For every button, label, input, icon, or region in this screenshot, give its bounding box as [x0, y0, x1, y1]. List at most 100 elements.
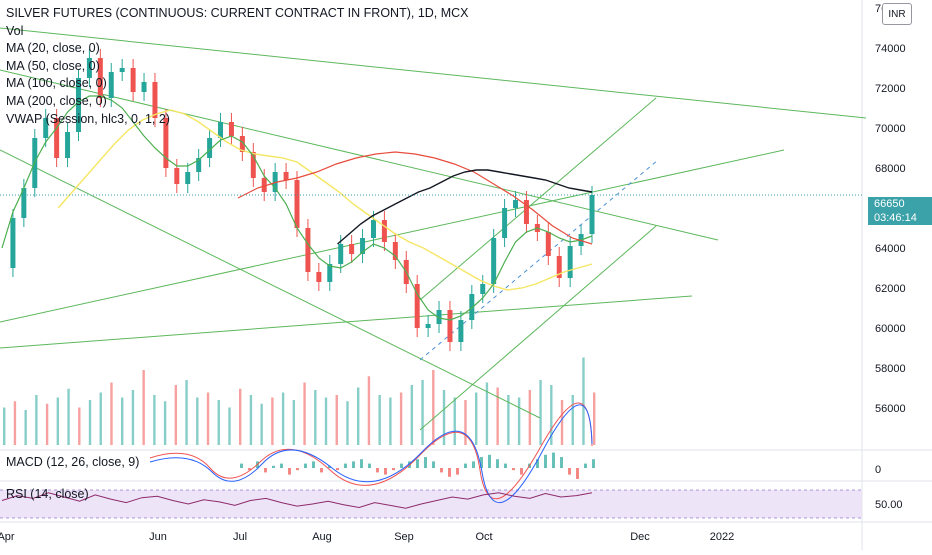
volume-bar [378, 395, 381, 445]
volume-bar [35, 395, 38, 445]
macd-bar [344, 463, 347, 468]
candle-body [152, 82, 158, 118]
price-tick-label: 74000 [875, 43, 906, 55]
volume-bar [153, 395, 156, 445]
volume-bar [99, 392, 102, 445]
candle-body [502, 208, 508, 238]
volume-bar [185, 380, 188, 445]
volume-bar [131, 390, 135, 445]
volume-bar [432, 370, 435, 445]
volume-bar [217, 400, 220, 445]
volume-bar [163, 401, 167, 445]
candle-body [21, 188, 27, 218]
volume-bar [324, 397, 328, 445]
macd-bar [328, 465, 331, 468]
volume-bar [303, 382, 306, 445]
bar-countdown-tag: 03:46:14 [868, 211, 932, 225]
volume-bar [367, 376, 371, 445]
price-tick-label: 58000 [875, 363, 906, 375]
candle-body [392, 242, 398, 260]
macd-bar [296, 468, 299, 471]
candle-body [469, 294, 475, 320]
chart-legend: SILVER FUTURES (CONTINUOUS: CURRENT CONT… [6, 5, 469, 128]
volume-bar [3, 407, 6, 445]
candle-body [54, 118, 60, 158]
currency-badge[interactable]: INR [882, 3, 912, 25]
volume-bar [421, 380, 424, 445]
rsi-tick-label: 50.00 [875, 499, 903, 511]
volume-bar [560, 400, 564, 445]
macd-signal-line [149, 402, 593, 500]
volume-bar [442, 390, 446, 445]
volume-bar [357, 387, 360, 445]
candle-body [261, 178, 267, 192]
candle-body [523, 200, 529, 224]
candle-body [163, 118, 169, 168]
volume-bar [517, 397, 521, 445]
candle-body [305, 228, 311, 272]
volume-bar [571, 395, 574, 445]
candle-body [327, 264, 333, 282]
volume-bar [335, 395, 338, 445]
legend-vol[interactable]: Vol [6, 23, 24, 38]
macd-bar [472, 461, 475, 468]
macd-bar [456, 468, 459, 475]
candle-body [86, 58, 92, 78]
volume-bars [3, 357, 596, 445]
last-price-tag: 66650 [868, 197, 932, 211]
trend-lines[interactable] [0, 27, 867, 431]
rsi-band [0, 490, 862, 518]
volume-bar [271, 397, 274, 445]
macd-bar [544, 454, 547, 468]
candle-body [75, 78, 81, 132]
legend-ma200[interactable]: MA (200, close, 0) [6, 93, 107, 108]
volume-bar [528, 390, 532, 445]
macd-bar [504, 463, 507, 468]
candle-body [141, 82, 147, 92]
trendline-support [0, 295, 693, 349]
volume-bar [399, 392, 403, 445]
candle-body [207, 138, 213, 158]
price-tick-label: 72000 [875, 83, 906, 95]
volume-bar [67, 388, 70, 445]
macd-histogram [149, 402, 595, 504]
candle-body [174, 168, 180, 184]
macd-bar [392, 468, 395, 471]
volume-bar [45, 403, 49, 445]
symbol-title[interactable]: SILVER FUTURES (CONTINUOUS: CURRENT CONT… [6, 6, 469, 20]
candle-body [425, 324, 431, 328]
rsi-label[interactable]: RSI (14, close) [6, 487, 89, 501]
legend-ma100[interactable]: MA (100, close, 0) [6, 76, 107, 91]
candle-body [272, 172, 278, 192]
macd-label[interactable]: MACD (12, 26, close, 9) [6, 455, 140, 469]
candle-body [250, 152, 256, 178]
candle-body [447, 310, 453, 342]
volume-bar [389, 397, 392, 445]
macd-bar [488, 454, 491, 468]
time-tick-label: Oct [475, 531, 492, 543]
volume-bar [88, 400, 92, 445]
legend-ma20[interactable]: MA (20, close, 0) [6, 41, 100, 56]
macd-bar [520, 468, 523, 475]
legend-vwap[interactable]: VWAP (Session, hlc3, 0, 1, 2) [6, 111, 170, 126]
volume-bar [539, 380, 542, 445]
time-tick-label: Apr [0, 531, 15, 543]
time-tick-label: Jul [233, 531, 247, 543]
macd-bar [432, 461, 435, 468]
ma200-line [337, 169, 593, 245]
candle-body [228, 122, 234, 136]
legend-ma50[interactable]: MA (50, close, 0) [6, 58, 100, 73]
ma100-line [237, 151, 593, 245]
candle-body [589, 195, 595, 234]
macd-bar [592, 459, 595, 468]
volume-bar [582, 357, 585, 445]
volume-bar [196, 397, 199, 445]
candle-body [10, 218, 16, 268]
macd-line [149, 404, 593, 504]
volume-bar [507, 395, 510, 445]
macd-bar [304, 463, 307, 468]
macd-bar [264, 468, 267, 473]
time-tick-label: Sep [394, 531, 414, 543]
